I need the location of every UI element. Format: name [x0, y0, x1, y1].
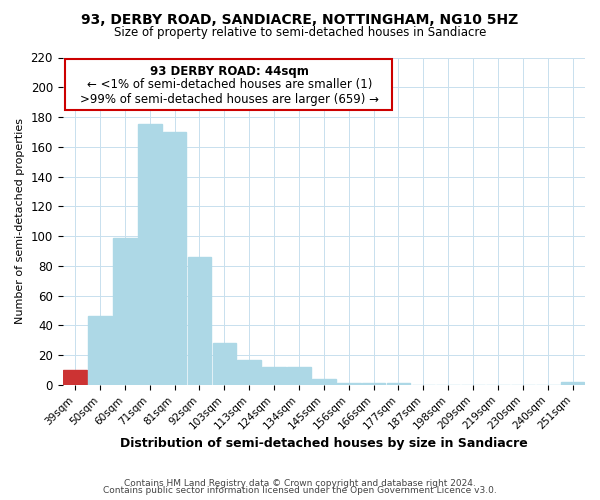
- Bar: [138, 124, 161, 385]
- Bar: [287, 367, 311, 385]
- Bar: [238, 360, 261, 385]
- Bar: [337, 384, 361, 385]
- X-axis label: Distribution of semi-detached houses by size in Sandiacre: Distribution of semi-detached houses by …: [120, 437, 528, 450]
- Bar: [561, 382, 584, 385]
- Bar: [386, 384, 410, 385]
- Bar: [63, 370, 87, 385]
- Bar: [188, 257, 211, 385]
- Text: 93 DERBY ROAD: 44sqm: 93 DERBY ROAD: 44sqm: [151, 64, 309, 78]
- Bar: [88, 316, 112, 385]
- FancyBboxPatch shape: [65, 59, 392, 110]
- Text: ← <1% of semi-detached houses are smaller (1)
>99% of semi-detached houses are l: ← <1% of semi-detached houses are smalle…: [80, 78, 379, 106]
- Bar: [262, 367, 286, 385]
- Text: Contains HM Land Registry data © Crown copyright and database right 2024.: Contains HM Land Registry data © Crown c…: [124, 478, 476, 488]
- Bar: [362, 384, 385, 385]
- Bar: [113, 238, 137, 385]
- Text: Contains public sector information licensed under the Open Government Licence v3: Contains public sector information licen…: [103, 486, 497, 495]
- Bar: [212, 343, 236, 385]
- Y-axis label: Number of semi-detached properties: Number of semi-detached properties: [15, 118, 25, 324]
- Text: 93, DERBY ROAD, SANDIACRE, NOTTINGHAM, NG10 5HZ: 93, DERBY ROAD, SANDIACRE, NOTTINGHAM, N…: [82, 12, 518, 26]
- Bar: [312, 379, 335, 385]
- Text: Size of property relative to semi-detached houses in Sandiacre: Size of property relative to semi-detach…: [114, 26, 486, 39]
- Bar: [163, 132, 187, 385]
